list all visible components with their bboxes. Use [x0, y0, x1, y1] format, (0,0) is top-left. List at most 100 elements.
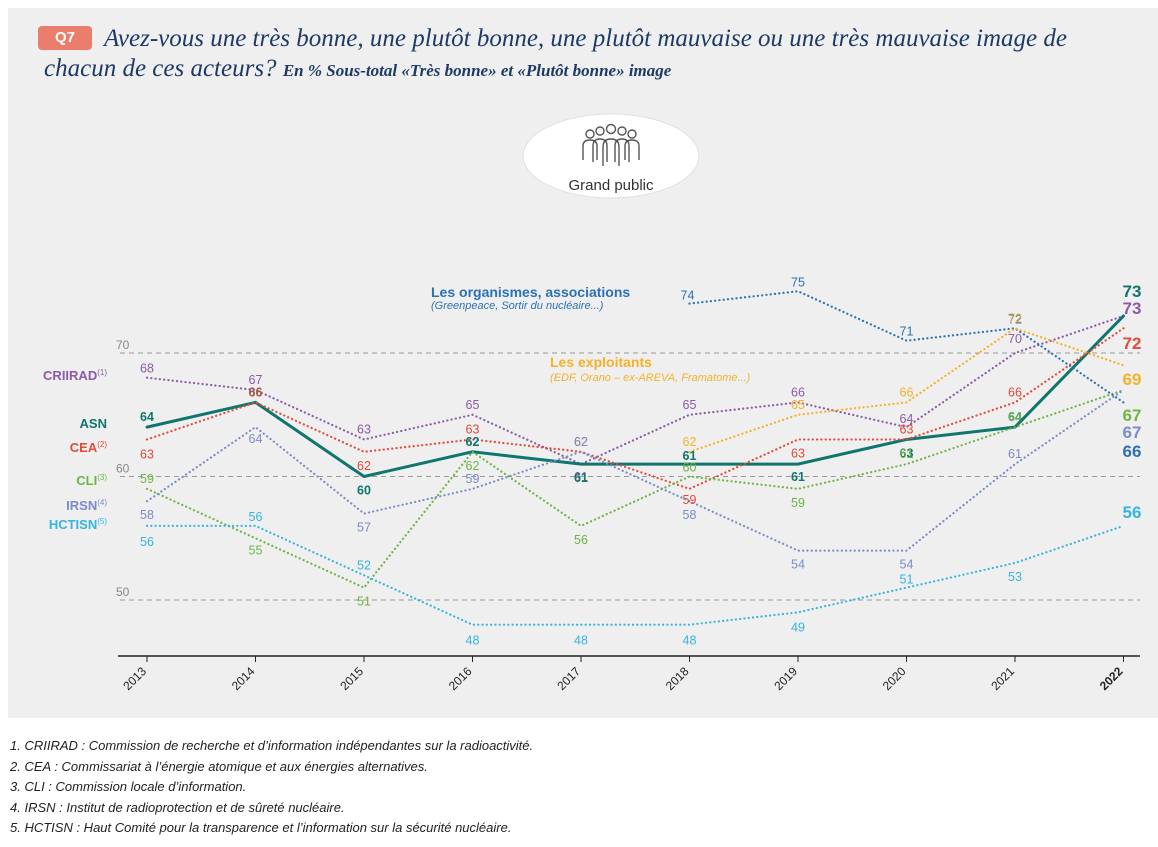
- legend-hctisn: HCTISN(5): [49, 517, 108, 532]
- legend-footnote-ref: (3): [97, 473, 107, 482]
- data-label-asn-2018: 61: [683, 449, 697, 463]
- legend-footnote-ref: (4): [97, 498, 107, 507]
- data-label-cea-2018: 59: [683, 493, 697, 507]
- legend-asn: ASN: [80, 416, 107, 431]
- y-tick-label-60: 60: [116, 462, 130, 476]
- data-label-irsn-2014: 64: [249, 432, 263, 446]
- x-tick-label-2014: 2014: [229, 664, 258, 693]
- data-label-cli-2018: 60: [683, 461, 697, 475]
- data-label-cli-2022: 67: [1123, 406, 1142, 425]
- footnotes: 1. CRIIRAD : Commission de recherche et …: [10, 736, 533, 839]
- data-label-les-organismes-associations-2019: 75: [791, 275, 805, 289]
- y-tick-label-50: 50: [116, 585, 130, 599]
- data-label-criirad-2014: 67: [249, 373, 263, 387]
- line-chart: 50 60 70 Grand public Les organismes, asso…: [43, 113, 1141, 693]
- data-label-cli-2013: 59: [140, 472, 154, 486]
- annotation-organismes-title: Les organismes, associations: [431, 284, 630, 300]
- data-label-hctisn-2018: 48: [683, 634, 697, 648]
- annotation-organismes-sub: (Greenpeace, Sortir du nucléaire...): [431, 300, 604, 312]
- data-label-les-exploitants-2021: 72: [1008, 311, 1022, 325]
- legend-irsn: IRSN(4): [66, 498, 107, 513]
- data-label-asn-2015: 60: [357, 484, 371, 498]
- series-line-les-exploitants: [688, 327, 1125, 453]
- data-label-cea-2020: 63: [900, 422, 914, 436]
- data-label-les-organismes-associations-2021: 72: [1008, 312, 1022, 326]
- x-tick-label-2021: 2021: [988, 664, 1017, 693]
- legend-footnote-ref: (2): [97, 440, 107, 449]
- data-label-asn-2019: 61: [791, 470, 805, 484]
- data-label-cli-2019: 59: [791, 496, 805, 510]
- annotation-exploitants-title: Les exploitants: [550, 354, 652, 370]
- people-icon: [582, 123, 640, 166]
- series-line-cea: [145, 327, 1125, 491]
- legend-name-asn: ASN: [80, 416, 107, 431]
- data-label-cea-2022: 72: [1123, 334, 1142, 353]
- data-label-asn-2021: 64: [1008, 410, 1022, 424]
- question-subtitle: En % Sous-total «Très bonne» et «Plutôt …: [282, 61, 672, 80]
- footnote-4: 4. IRSN : Institut de radioprotection et…: [10, 799, 345, 815]
- data-label-irsn-2016: 59: [466, 472, 480, 486]
- data-label-asn-2013: 64: [140, 410, 154, 424]
- footnote-2: 2. CEA : Commissariat à l’énergie atomiq…: [10, 758, 428, 774]
- question-text: Avez-vous une très bonne, une plutôt bon…: [44, 25, 1068, 82]
- x-axis: 2013 2014 2015 2016 2017 2018 2019 2020 2021 2022: [118, 655, 1140, 693]
- question-badge: Q7: [38, 26, 92, 50]
- data-label-cli-2016: 62: [466, 459, 480, 473]
- data-label-hctisn-2017: 48: [574, 634, 588, 648]
- data-label-cea-2021: 66: [1008, 385, 1022, 399]
- data-label-criirad-2013: 68: [140, 362, 154, 376]
- data-label-criirad-2021: 70: [1008, 332, 1022, 346]
- data-label-criirad-2022: 73: [1123, 299, 1142, 318]
- data-label-irsn-2015: 57: [357, 521, 371, 535]
- legend-footnote-ref: (5): [97, 517, 107, 526]
- data-label-les-exploitants-2019: 65: [791, 398, 805, 412]
- data-label-criirad-2019: 66: [791, 385, 805, 399]
- data-label-irsn-2020: 54: [900, 558, 914, 572]
- data-label-irsn-2021: 61: [1008, 447, 1022, 461]
- data-label-cea-2017: 62: [574, 435, 588, 449]
- series-line-criirad: [145, 314, 1125, 466]
- data-label-cea-2016: 63: [466, 422, 480, 436]
- series-line-irsn: [145, 388, 1125, 552]
- footnote-1: 1. CRIIRAD : Commission de recherche et …: [10, 738, 534, 753]
- annotations: Les organismes, associations (Greenpeace…: [431, 284, 751, 384]
- data-label-hctisn-2022: 56: [1123, 503, 1142, 522]
- data-label-les-exploitants-2022: 69: [1123, 370, 1142, 389]
- data-label-irsn-2013: 58: [140, 508, 154, 522]
- data-label-cli-2021: 64: [1008, 410, 1022, 424]
- audience-label: Grand public: [568, 177, 654, 194]
- data-label-asn-2020: 63: [900, 446, 914, 460]
- footnote-3: 3. CLI : Commission locale d’information…: [10, 779, 247, 795]
- data-label-criirad-2018: 65: [683, 398, 697, 412]
- series-line-les-organismes-associations: [688, 290, 1125, 404]
- legend-name-cli: CLI: [76, 473, 97, 488]
- data-label-irsn-2018: 58: [683, 508, 697, 522]
- audience-bubble: Grand public: [522, 113, 700, 199]
- x-tick-label-2018: 2018: [663, 664, 692, 693]
- legend-name-hctisn: HCTISN: [49, 517, 97, 532]
- data-label-hctisn-2020: 51: [900, 573, 914, 587]
- question-title: Avez-vous une très bonne, une plutôt bon…: [44, 24, 1144, 86]
- data-label-hctisn-2021: 53: [1008, 570, 1022, 584]
- data-label-les-exploitants-2020: 66: [900, 385, 914, 399]
- data-label-les-organismes-associations-2022: 66: [1123, 442, 1142, 461]
- data-label-irsn-2019: 54: [791, 558, 805, 572]
- data-label-hctisn-2016: 48: [466, 634, 480, 648]
- annotation-exploitants-sub: (EDF, Orano – ex-AREVA, Framatome...): [550, 372, 751, 384]
- data-labels: 6867636561656664707364666062616161636473…: [140, 275, 1141, 647]
- x-tick-label-2013: 2013: [120, 664, 149, 693]
- series-legend: CRIIRAD(1) ASN CEA(2) CLI(3) IRSN(4) HCTISN(5…: [43, 368, 107, 532]
- series-line-cli: [145, 388, 1125, 590]
- legend-footnote-ref: (1): [97, 368, 107, 377]
- data-label-cea-2014: 66: [249, 385, 263, 399]
- data-label-cea-2015: 62: [357, 459, 371, 473]
- data-label-irsn-2022: 67: [1123, 423, 1142, 442]
- x-tick-label-2015: 2015: [337, 664, 366, 693]
- x-tick-label-2022: 2022: [1097, 664, 1126, 693]
- legend-criirad: CRIIRAD(1): [43, 368, 107, 383]
- data-label-hctisn-2015: 52: [357, 558, 371, 572]
- data-label-asn-2016: 62: [466, 435, 480, 449]
- legend-name-cea: CEA: [70, 440, 98, 455]
- x-tick-label-2016: 2016: [446, 664, 475, 693]
- data-label-criirad-2017: 61: [574, 470, 588, 484]
